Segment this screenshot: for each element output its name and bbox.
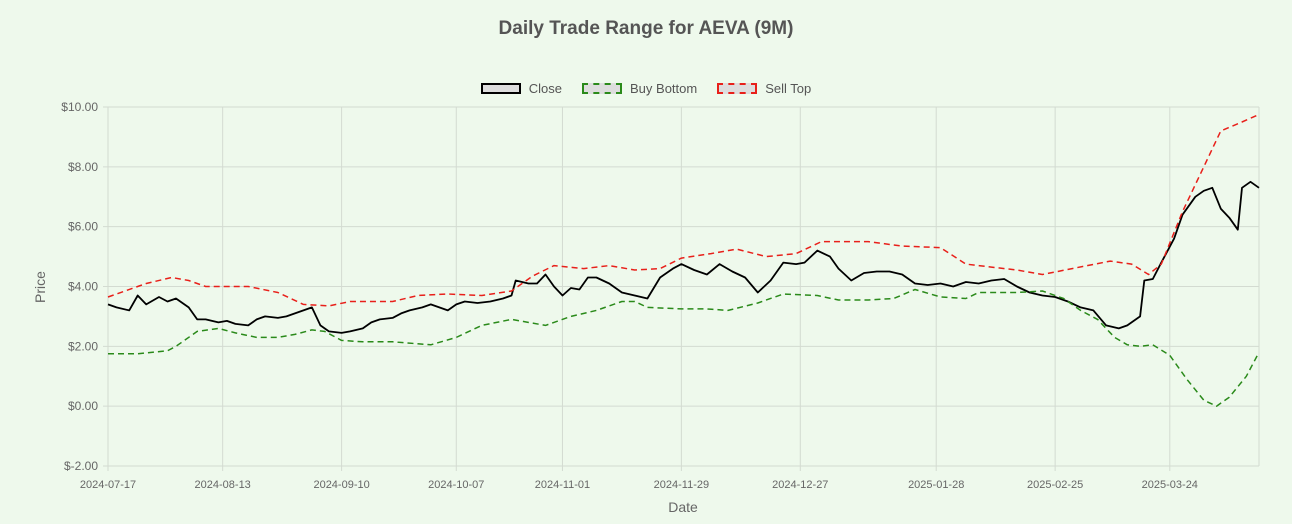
x-tick-label: 2024-11-01 [535,479,590,491]
x-tick-label: 2024-12-27 [772,479,828,491]
chart-title: Daily Trade Range for AEVA (9M) [498,18,794,39]
x-axis-title: Date [668,499,698,515]
legend-item-sell-top[interactable]: Sell Top [717,81,811,96]
legend-label-close: Close [528,81,563,96]
legend-label-sell-top: Sell Top [765,81,812,96]
legend-label-buy-bottom: Buy Bottom [630,81,698,96]
grid-lines [103,106,1260,471]
x-tick-label: 2025-01-28 [908,479,964,491]
legend-item-close[interactable]: Close [480,81,563,96]
legend-item-buy-bottom[interactable]: Buy Bottom [582,81,697,96]
series-line-buy-bottom [108,288,1260,407]
chart-legend: Close Buy Bottom Sell Top [0,81,1292,96]
x-tick-label: 2025-02-25 [1027,479,1083,491]
y-axis-title: Price [32,271,48,303]
series-line-close [107,180,1260,334]
x-tick-label: 2024-09-10 [313,479,369,491]
legend-swatch-buy-bottom [582,83,623,94]
x-tick-label: 2024-08-13 [195,479,251,491]
y-tick-label: $4.00 [68,280,98,294]
y-axis-ticks: $10.00 $8.00 $6.00 $4.00 $2.00 $0.00 $-2.00 [61,100,98,473]
x-tick-label: 2024-10-07 [428,479,484,491]
y-tick-label: $0.00 [68,399,98,413]
y-tick-label: $10.00 [61,100,98,114]
y-tick-label: $2.00 [68,339,98,353]
x-tick-label: 2024-11-29 [654,479,709,491]
y-tick-label: $8.00 [68,160,98,174]
x-axis-ticks: 2024-07-17 2024-08-13 2024-09-10 2024-10-07… [80,479,1198,491]
series-line-sell-top [107,113,1260,307]
series-lines [107,113,1260,407]
y-tick-label: $6.00 [68,220,98,234]
legend-swatch-sell-top [717,83,758,94]
x-tick-label: 2025-03-24 [1142,479,1198,491]
x-tick-label: 2024-07-17 [80,479,136,491]
legend-swatch-close [480,83,521,94]
y-tick-label: $-2.00 [64,459,98,473]
